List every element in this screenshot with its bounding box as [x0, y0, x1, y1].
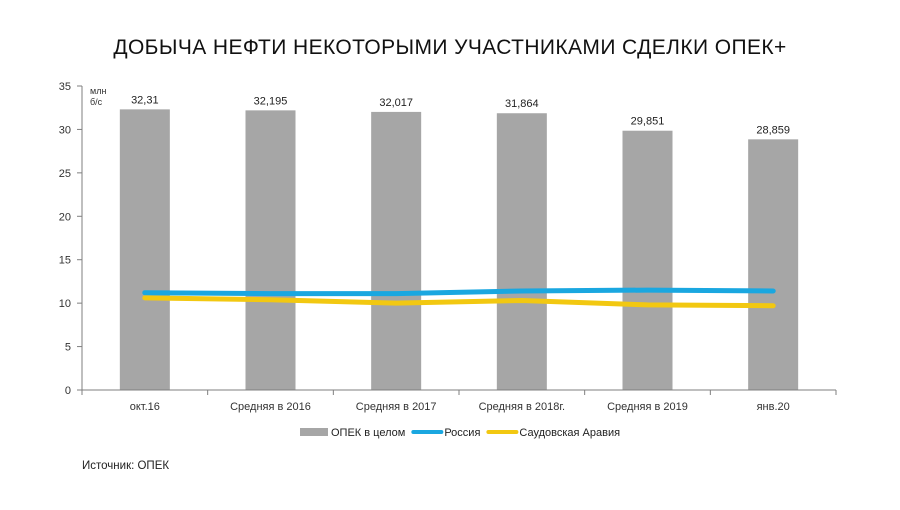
series-line — [142, 287, 776, 297]
x-tick-label: Средняя в 2018г. — [479, 401, 566, 413]
legend-entry: Россия — [444, 427, 480, 439]
data-label: 29,851 — [631, 116, 665, 128]
data-label: 28,859 — [756, 124, 790, 136]
legend-entry: Саудовская Аравия — [519, 427, 620, 439]
source-note: Источник: ОПЕК — [82, 460, 170, 472]
y-tick-label: 10 — [59, 298, 71, 310]
x-tick-label: окт.16 — [130, 401, 160, 413]
y-tick-label: 20 — [59, 211, 71, 223]
y-tick-label: 30 — [59, 124, 71, 136]
bars-layer — [119, 109, 799, 391]
legend: ОПЕК в целом Россия Саудовская Аравия — [300, 427, 620, 439]
y-tick-label: 5 — [65, 342, 71, 354]
data-label: 32,017 — [379, 97, 413, 109]
y-axis-unit: млн б/с — [90, 86, 106, 107]
x-tick-label: Средняя в 2019 — [607, 401, 688, 413]
bar — [371, 111, 422, 390]
chart-title: ДОБЫЧА НЕФТИ НЕКОТОРЫМИ УЧАСТНИКАМИ СДЕЛ… — [113, 36, 787, 59]
y-tick-label: 35 — [59, 81, 71, 93]
labels-layer: 32,31 32,195 32,017 31,864 29,851 28,859 0 5 10 1… — [59, 81, 790, 413]
bar — [622, 130, 673, 390]
x-tick-label: Средняя в 2017 — [356, 401, 437, 413]
y-tick-label: 15 — [59, 255, 71, 267]
data-label: 31,864 — [505, 98, 539, 110]
y-tick-label: 0 — [65, 385, 71, 397]
x-tick-label: Средняя в 2016 — [230, 401, 311, 413]
bar — [496, 113, 547, 390]
data-label: 32,31 — [131, 94, 159, 106]
bar — [748, 139, 799, 390]
y-tick-label: 25 — [59, 168, 71, 180]
legend-swatch — [300, 428, 328, 436]
bar — [245, 110, 296, 390]
data-label: 32,195 — [254, 95, 288, 107]
bar — [119, 109, 170, 391]
series-line — [142, 295, 776, 309]
x-tick-label: янв.20 — [757, 401, 790, 413]
legend-entry: ОПЕК в целом — [331, 427, 405, 439]
axes-layer — [77, 85, 837, 395]
lines-layer — [142, 287, 776, 309]
